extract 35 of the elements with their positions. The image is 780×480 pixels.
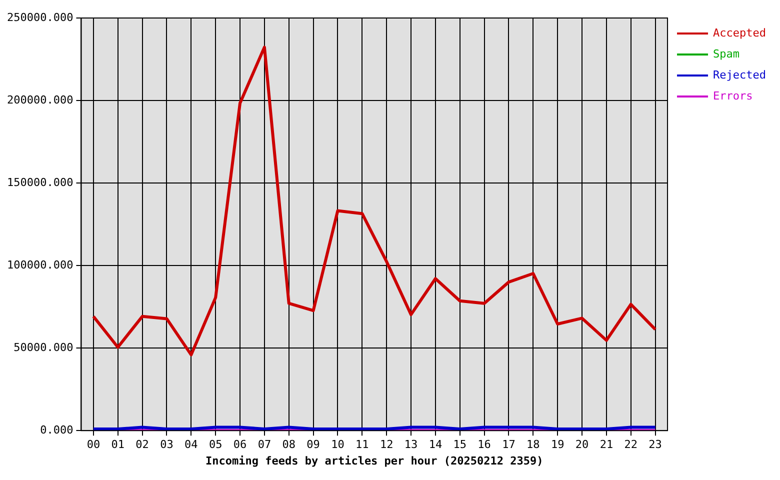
x-tick-label: 03 bbox=[160, 438, 174, 452]
x-tick-label: 20 bbox=[575, 438, 589, 452]
y-tick-label: 200000.000 bbox=[6, 93, 74, 106]
y-tick-label: 0.000 bbox=[40, 423, 74, 436]
x-tick-label: 07 bbox=[258, 438, 272, 452]
legend-label: Errors bbox=[713, 89, 753, 102]
x-tick-label: 09 bbox=[306, 438, 320, 452]
y-tick-label: 250000.000 bbox=[6, 10, 74, 24]
legend-label: Accepted bbox=[713, 26, 766, 40]
legend-label: Spam bbox=[713, 47, 740, 60]
x-tick-label: 11 bbox=[356, 438, 369, 452]
x-tick-label: 06 bbox=[233, 438, 247, 452]
x-tick-label: 16 bbox=[478, 438, 491, 452]
legend-label: Rejected bbox=[713, 68, 766, 82]
y-tick-label: 150000.000 bbox=[6, 176, 74, 189]
y-tick-label: 100000.000 bbox=[6, 258, 74, 272]
x-tick-label: 05 bbox=[208, 438, 222, 452]
x-tick-label: 18 bbox=[526, 438, 540, 452]
x-tick-label: 14 bbox=[428, 438, 442, 452]
x-tick-label: 08 bbox=[282, 438, 296, 452]
x-axis-title: Incoming feeds by articles per hour (20250212 2359) bbox=[205, 454, 544, 468]
x-tick-label: 04 bbox=[184, 438, 198, 452]
x-tick-label: 23 bbox=[648, 438, 662, 452]
x-tick-label: 19 bbox=[550, 438, 564, 452]
x-tick-label: 12 bbox=[380, 438, 394, 452]
x-tick-label: 02 bbox=[136, 438, 149, 452]
x-tick-label: 00 bbox=[86, 438, 100, 452]
x-tick-label: 01 bbox=[111, 438, 124, 452]
x-tick-label: 17 bbox=[502, 438, 516, 452]
x-tick-label: 21 bbox=[600, 438, 614, 452]
x-tick-label: 15 bbox=[453, 438, 466, 452]
x-tick-label: 22 bbox=[624, 438, 638, 452]
x-tick-label: 13 bbox=[404, 438, 418, 452]
x-tick-label: 10 bbox=[331, 438, 344, 452]
y-tick-label: 50000.000 bbox=[14, 340, 74, 354]
